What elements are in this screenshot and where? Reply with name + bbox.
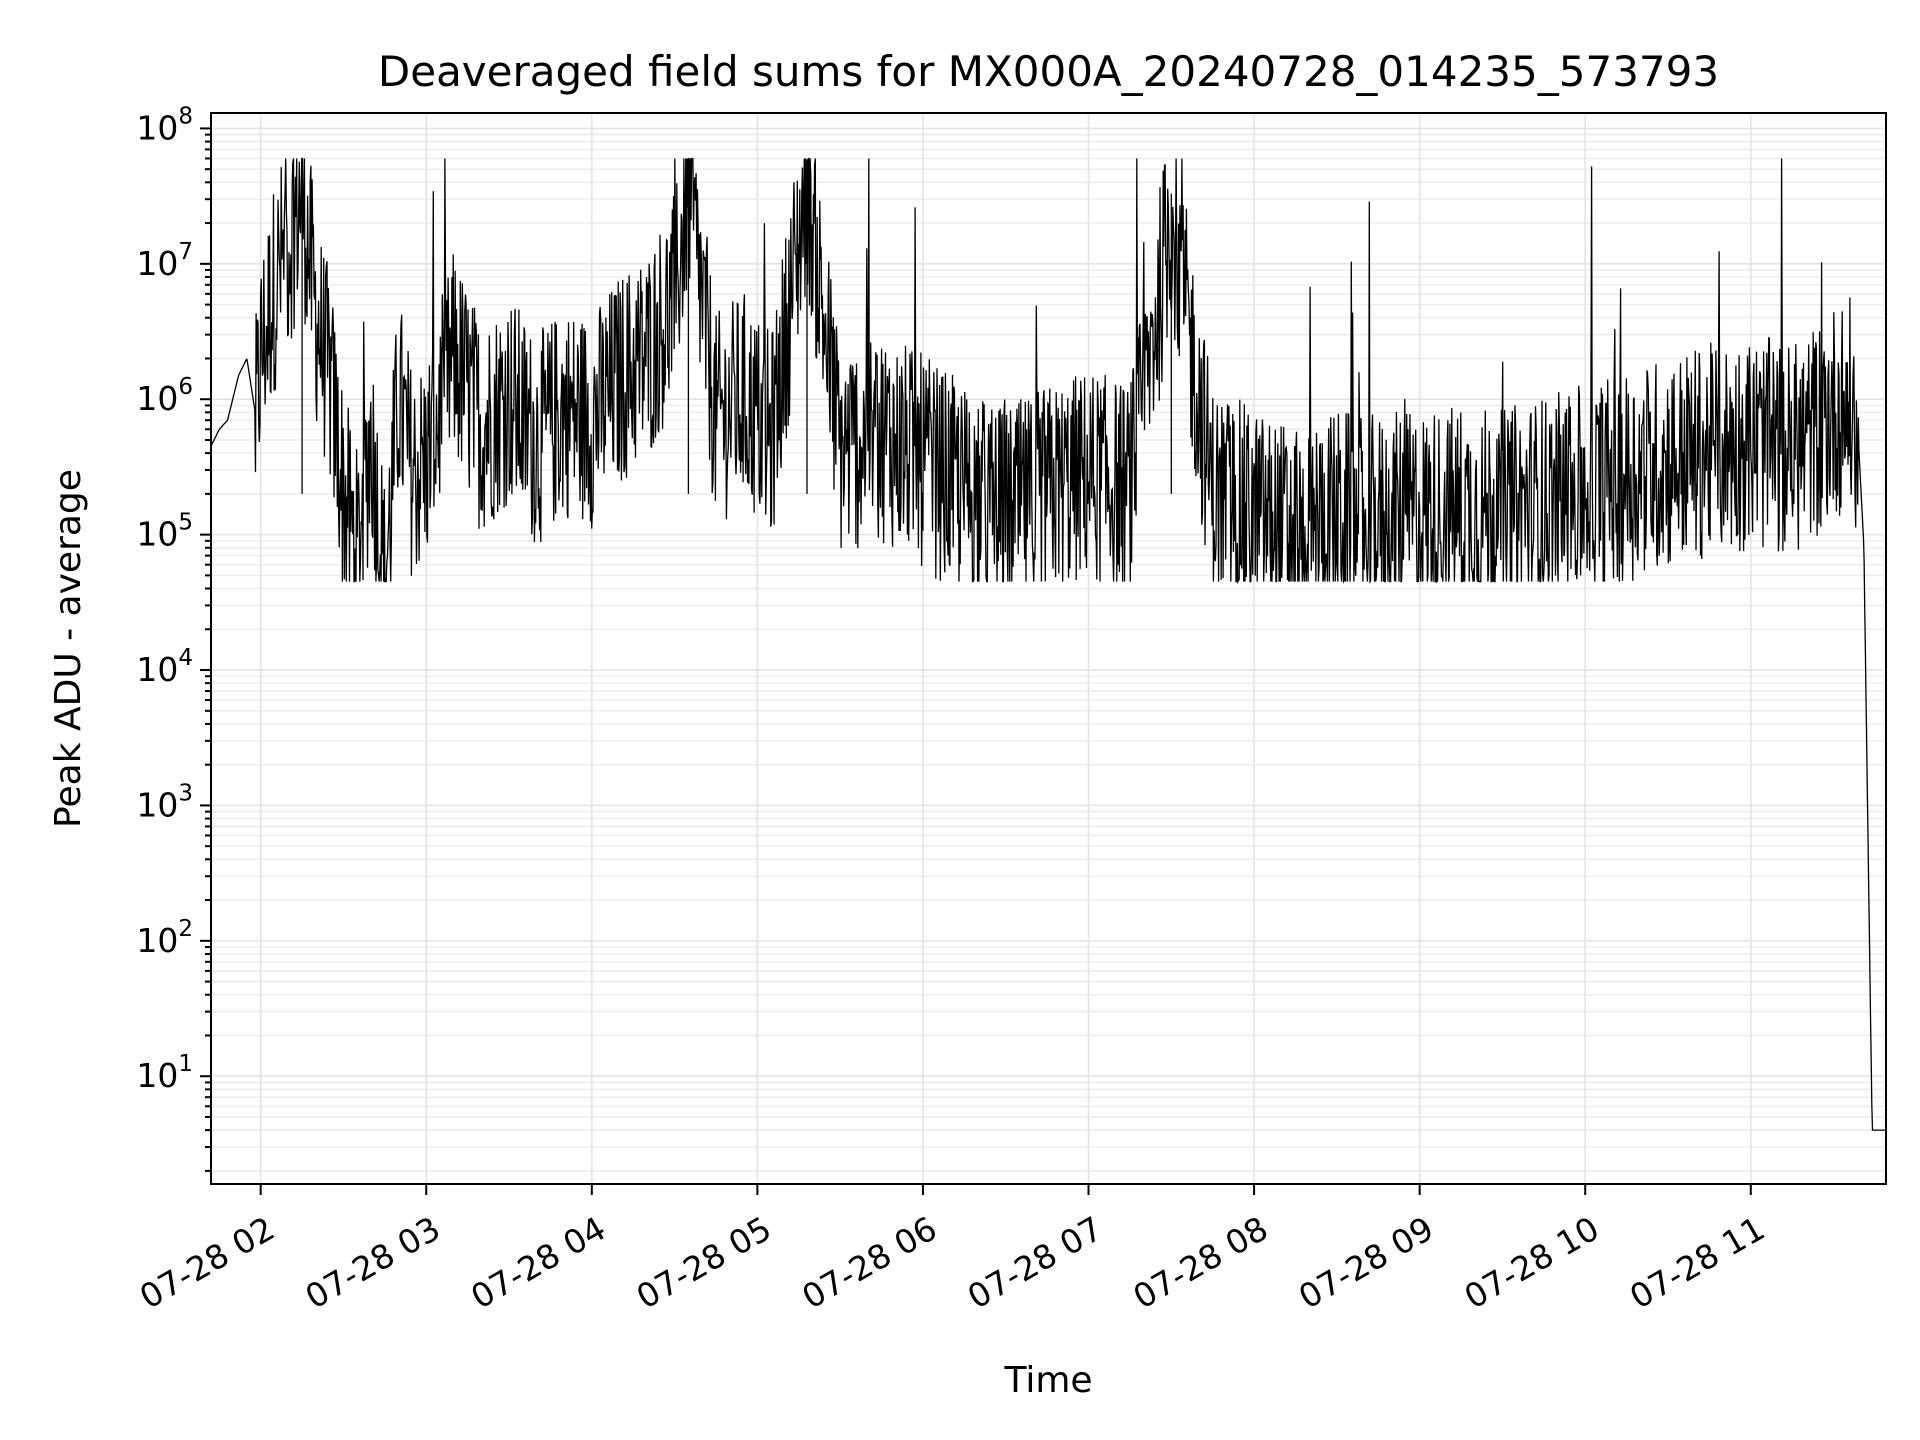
y-tick-label: 103 (136, 780, 193, 824)
x-tick-label: 07-28 02 (133, 1209, 281, 1317)
y-tick-base: 10 (136, 650, 178, 689)
grid (211, 113, 1886, 1184)
y-tick-base: 10 (136, 1056, 178, 1095)
y-tick-exponent: 6 (178, 374, 193, 400)
y-tick-exponent: 8 (178, 103, 193, 129)
series-line (210, 157, 1886, 1131)
x-tick-label: 07-28 05 (630, 1209, 778, 1317)
x-tick-label: 07-28 04 (464, 1209, 612, 1317)
plot-area (210, 112, 1887, 1185)
y-tick-exponent: 7 (178, 239, 193, 265)
x-axis-label: Time (1003, 1360, 1092, 1401)
y-tick-base: 10 (136, 515, 178, 554)
y-tick-exponent: 5 (178, 510, 193, 536)
y-tick-base: 10 (136, 785, 178, 824)
x-tick-label: 07-28 09 (1292, 1209, 1440, 1317)
y-tick-exponent: 1 (178, 1051, 193, 1077)
y-tick-exponent: 3 (178, 780, 193, 806)
series-layer (210, 157, 1886, 1131)
x-tick-label: 07-28 07 (961, 1209, 1109, 1317)
y-tick-base: 10 (136, 244, 178, 283)
x-tick-label: 07-28 10 (1458, 1209, 1606, 1317)
y-tick-label: 106 (136, 374, 193, 418)
y-tick-exponent: 2 (178, 916, 193, 942)
x-tick-label: 07-28 11 (1623, 1209, 1771, 1317)
x-tick-label: 07-28 03 (299, 1209, 447, 1317)
y-axis-label: Peak ADU - average (48, 469, 89, 828)
y-tick-exponent: 4 (178, 645, 193, 671)
y-tick-label: 108 (136, 103, 193, 147)
x-tick-label: 07-28 06 (795, 1209, 943, 1317)
y-tick-label: 102 (136, 916, 193, 960)
chart-title: Deaveraged field sums for MX000A_2024072… (378, 47, 1719, 96)
x-tick-label: 07-28 08 (1126, 1209, 1274, 1317)
y-tick-base: 10 (136, 921, 178, 960)
y-tick-base: 10 (136, 379, 178, 418)
y-tick-label: 104 (136, 645, 193, 689)
y-tick-base: 10 (136, 108, 178, 147)
y-tick-label: 105 (136, 510, 193, 554)
y-tick-label: 101 (136, 1051, 193, 1095)
y-tick-label: 107 (136, 239, 193, 283)
